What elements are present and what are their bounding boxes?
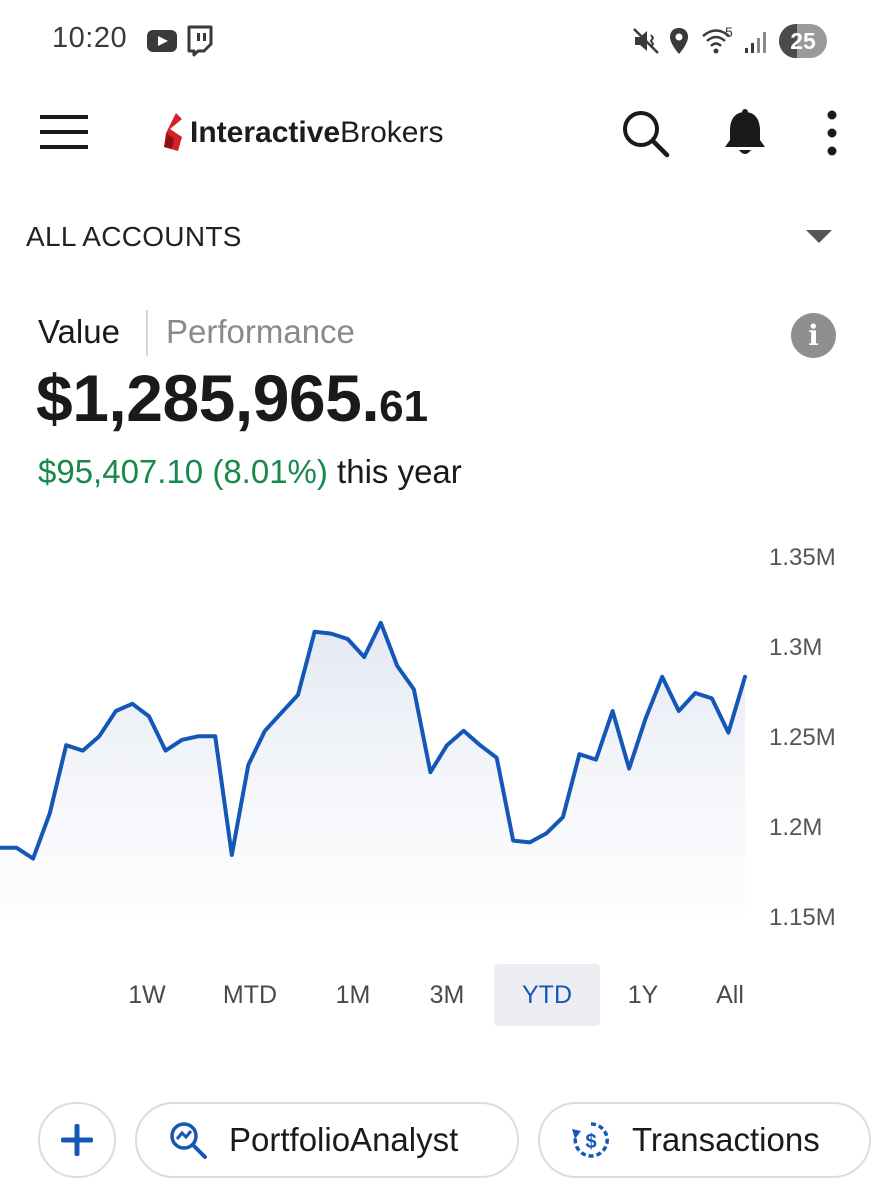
ytd-change: $95,407.10 (8.01%) this year	[38, 453, 462, 491]
range-tab-ytd[interactable]: YTD	[494, 964, 600, 1026]
portfolio-analyst-label: PortfolioAnalyst	[229, 1121, 459, 1158]
transactions-button[interactable]: $ Transactions	[538, 1102, 871, 1178]
signal-icon	[745, 32, 766, 53]
account-label: ALL ACCOUNTS	[26, 221, 242, 252]
range-tab-all[interactable]: All	[716, 981, 744, 1009]
location-icon	[670, 28, 688, 54]
chart-area	[0, 622, 745, 918]
analytics-search-icon	[170, 1122, 207, 1159]
ib-logo-mark-icon	[164, 113, 182, 151]
total-value: $1,285,965.61	[36, 360, 428, 436]
youtube-icon	[147, 30, 177, 52]
wifi-badge: 5	[725, 24, 733, 40]
twitch-icon	[187, 25, 213, 57]
chevron-down-icon[interactable]	[806, 230, 832, 244]
total-value-cents: 61	[379, 382, 429, 431]
change-amount: $95,407.10 (8.01%)	[38, 453, 328, 490]
y-tick-label: 1.2M	[769, 814, 823, 841]
mute-icon	[633, 28, 659, 54]
add-button[interactable]	[38, 1102, 116, 1178]
portfolio-analyst-button[interactable]: PortfolioAnalyst	[135, 1102, 519, 1178]
change-suffix: this year	[327, 453, 462, 490]
info-icon[interactable]: i	[791, 313, 836, 358]
tab-divider	[146, 310, 148, 356]
svg-text:$: $	[585, 1131, 596, 1153]
tab-performance[interactable]: Performance	[166, 313, 355, 350]
interactive-brokers-logo: InteractiveBrokers	[160, 108, 443, 158]
account-selector[interactable]: ALL ACCOUNTS	[0, 206, 873, 266]
y-tick-label: 1.15M	[769, 904, 836, 931]
chart-series-line	[0, 620, 747, 861]
range-tab-1m[interactable]: 1M	[335, 981, 371, 1009]
battery-indicator: 25	[779, 24, 827, 58]
transactions-label: Transactions	[632, 1121, 820, 1158]
tab-value[interactable]: Value	[38, 313, 120, 350]
plus-icon	[61, 1124, 93, 1156]
bell-icon[interactable]	[722, 108, 768, 158]
more-vert-icon[interactable]	[822, 110, 842, 156]
wifi-icon	[702, 29, 730, 54]
portfolio-chart[interactable]	[0, 540, 873, 940]
y-tick-label: 1.3M	[769, 634, 823, 661]
range-tab-1y[interactable]: 1Y	[627, 981, 659, 1009]
range-tab-mtd[interactable]: MTD	[222, 981, 278, 1009]
dollar-history-icon: $	[572, 1122, 609, 1158]
status-time: 10:20	[52, 22, 128, 54]
range-tab-1w[interactable]: 1W	[128, 981, 166, 1009]
range-tab-3m[interactable]: 3M	[429, 981, 465, 1009]
search-icon[interactable]	[620, 108, 670, 158]
y-tick-label: 1.25M	[769, 724, 836, 751]
menu-icon[interactable]	[40, 114, 88, 150]
y-tick-label: 1.35M	[769, 544, 836, 571]
total-value-main: $1,285,965.	[36, 361, 380, 435]
